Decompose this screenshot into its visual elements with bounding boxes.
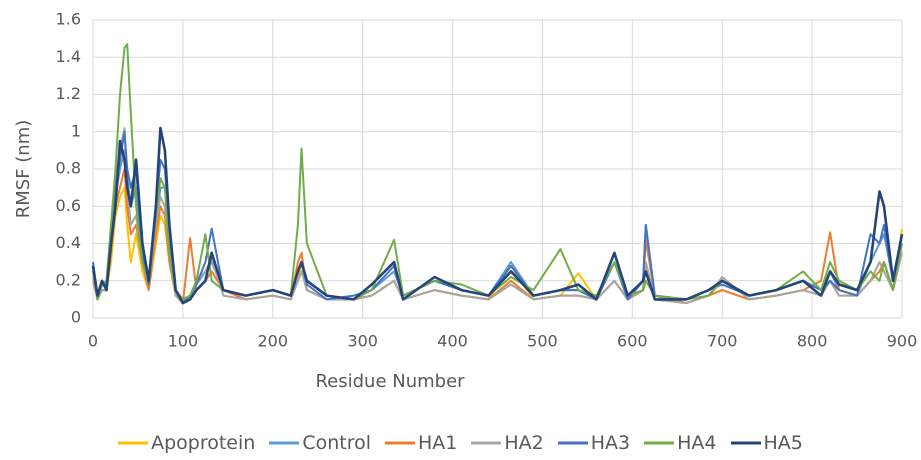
legend-item: Control	[269, 432, 371, 454]
x-tick-label: 300	[347, 332, 378, 351]
legend-swatch	[385, 441, 416, 445]
legend: Apoprotein Control HA1 HA2 HA3 HA4 HA5	[0, 432, 921, 454]
legend-item: HA5	[730, 432, 803, 454]
x-tick-label: 200	[258, 332, 289, 351]
y-tick-label: 0.2	[56, 270, 81, 289]
y-axis-title: RMSF (nm)	[13, 120, 34, 219]
legend-item: HA2	[471, 432, 544, 454]
legend-label: HA2	[504, 432, 544, 454]
x-tick-label: 400	[437, 332, 468, 351]
legend-swatch	[557, 441, 588, 445]
legend-swatch	[471, 441, 502, 445]
legend-label: HA1	[418, 432, 458, 454]
legend-item: HA4	[644, 432, 717, 454]
y-tick-label: 1.4	[56, 47, 81, 66]
y-tick-label: 1	[71, 121, 81, 140]
x-tick-label: 600	[617, 332, 648, 351]
x-tick-label: 900	[887, 332, 918, 351]
y-tick-label: 0	[71, 308, 81, 327]
x-tick-label: 800	[797, 332, 828, 351]
legend-label: HA4	[677, 432, 717, 454]
y-tick-label: 0.6	[56, 196, 81, 215]
legend-swatch	[730, 441, 761, 445]
y-tick-label: 1.2	[56, 84, 81, 103]
legend-swatch	[644, 441, 675, 445]
x-tick-label: 0	[88, 332, 98, 351]
y-tick-label: 0.8	[56, 159, 81, 178]
legend-item: Apoprotein	[118, 432, 255, 454]
legend-label: HA3	[590, 432, 631, 454]
legend-item: HA1	[385, 432, 457, 454]
legend-label: Control	[302, 432, 372, 454]
legend-item: HA3	[557, 432, 631, 454]
y-tick-label: 1.6	[56, 10, 81, 29]
y-tick-label: 0.4	[56, 233, 81, 252]
series-line	[91, 126, 904, 305]
legend-swatch	[118, 441, 149, 445]
chart: Residue Number RMSF (nm) 0 0.2 0.4 0.6 0.8 1 1…	[13, 10, 918, 393]
x-tick-label: 100	[168, 332, 199, 351]
x-axis-title: Residue Number	[315, 371, 465, 392]
legend-label: Apoprotein	[151, 432, 256, 454]
x-tick-label: 700	[707, 332, 738, 351]
x-tick-label: 500	[527, 332, 558, 351]
legend-label: HA5	[763, 432, 803, 454]
legend-swatch	[269, 441, 300, 445]
